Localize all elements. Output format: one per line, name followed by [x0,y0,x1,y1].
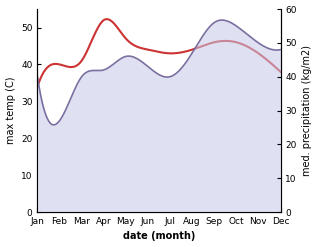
Y-axis label: med. precipitation (kg/m2): med. precipitation (kg/m2) [302,45,313,176]
Y-axis label: max temp (C): max temp (C) [5,77,16,144]
X-axis label: date (month): date (month) [123,231,195,242]
